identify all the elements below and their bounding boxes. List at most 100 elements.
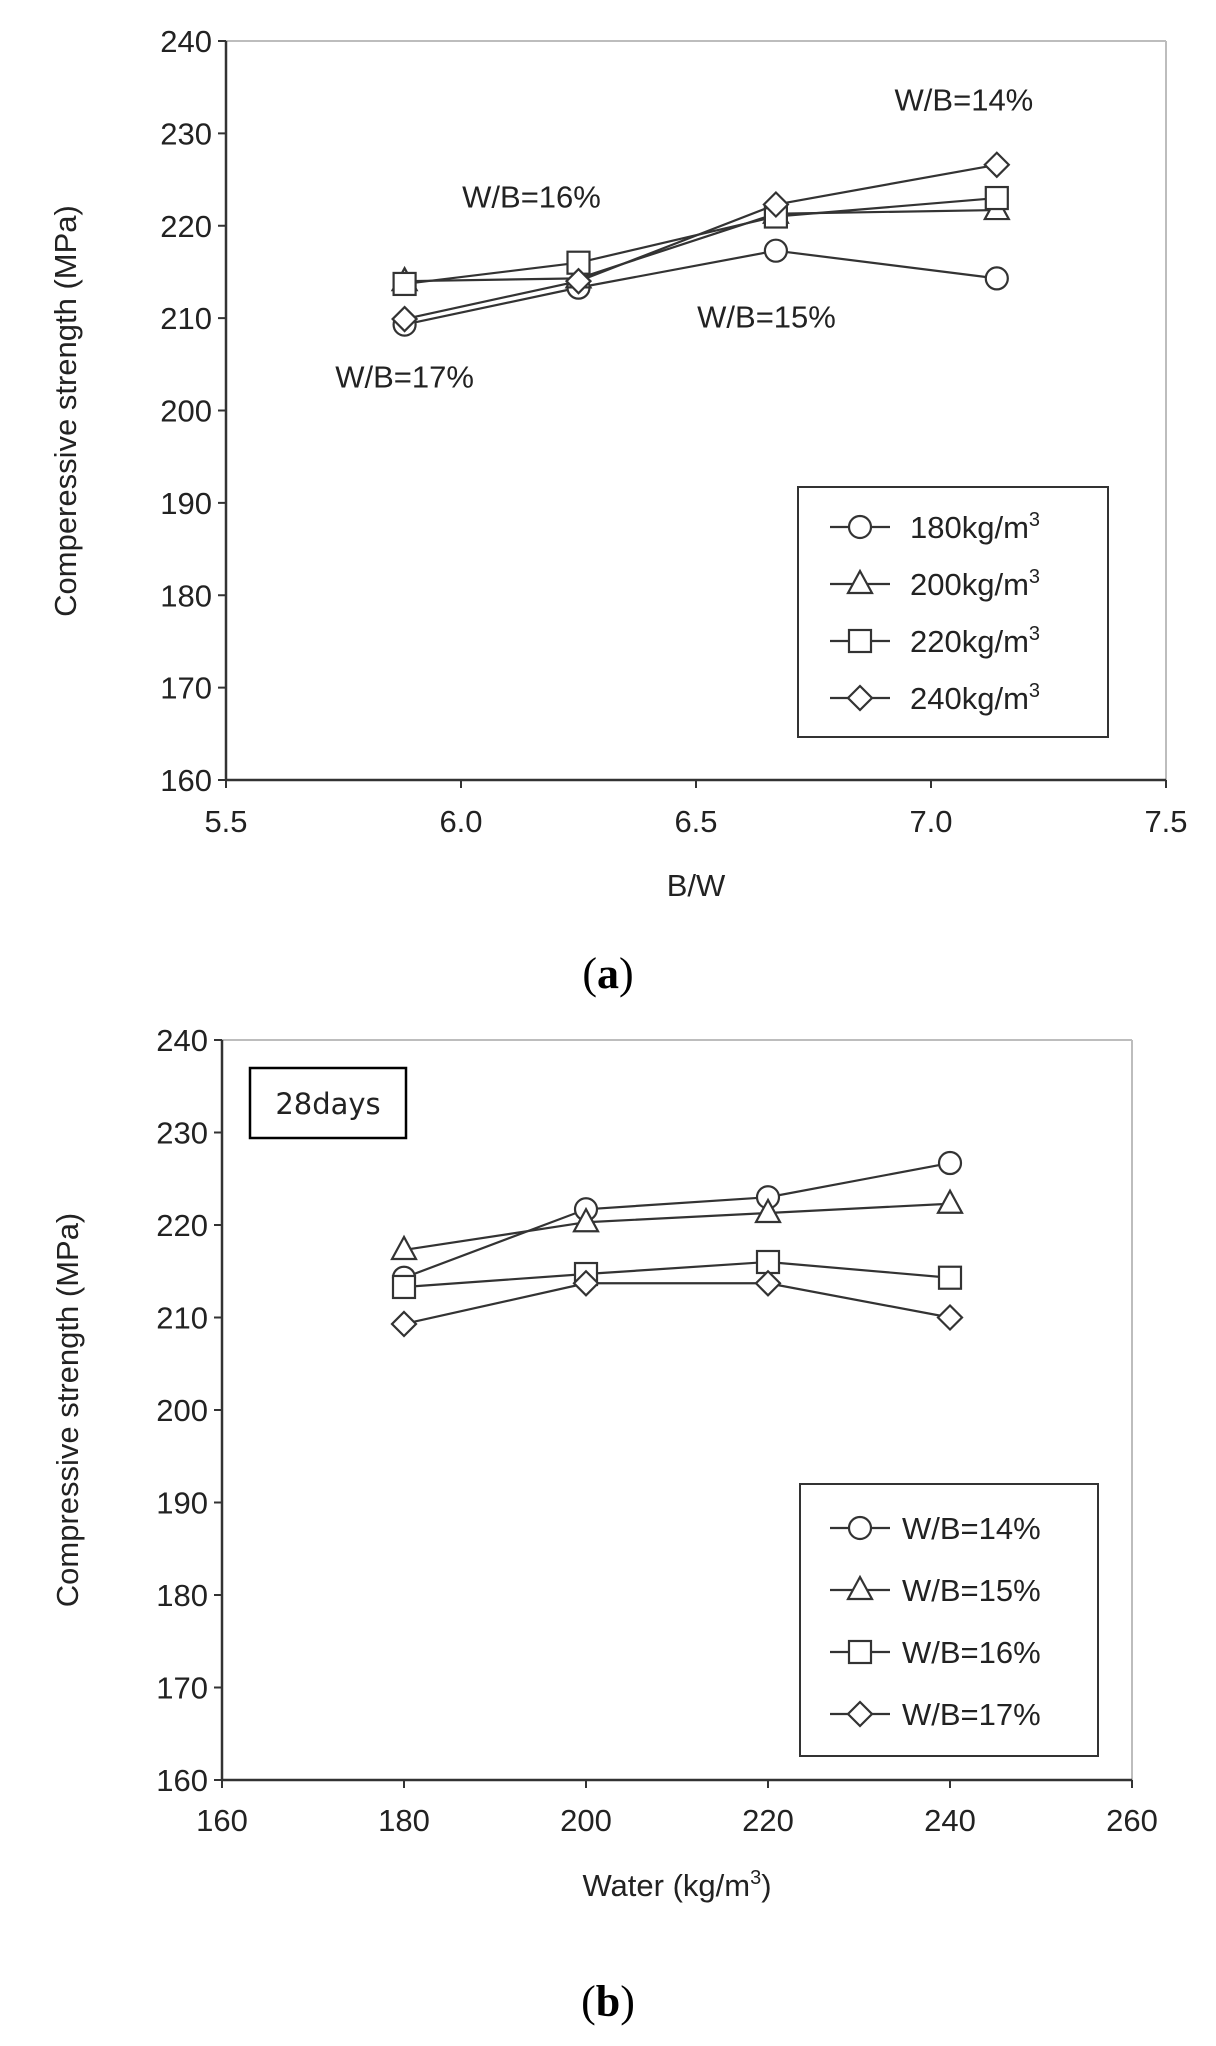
chart-a-series-3 [391,151,1011,333]
chart-a-series-2-point [984,185,1009,211]
chart-b-ytick-label: 240 [156,1023,208,1058]
chart-a-ytick-label: 180 [160,578,212,613]
chart-b-legend-label: W/B=14% [902,1511,1041,1546]
chart-a-caption-letter: a [597,949,619,998]
chart-b-textbox: 28days [248,1066,408,1140]
chart-a-xtick-label: 6.0 [439,804,482,839]
chart-b-series-2-point [755,1249,781,1275]
chart-a-series-0-point [763,238,789,263]
chart-a-legend-marker [846,684,874,712]
chart-a-series-3-line [404,163,997,321]
chart-b-y-ticks: 160 170 180 190 200 210 220 230 240 [156,1023,222,1798]
chart-a-series-0-point [984,266,1009,291]
chart-b-xtick-label: 240 [924,1803,976,1838]
chart-b-ytick-label: 220 [156,1208,208,1243]
chart-a-legend-label: 240kg/m3 [910,680,1040,716]
chart-b-xlabel-end: ) [761,1868,771,1903]
chart-b-legend-label: W/B=17% [902,1697,1041,1732]
chart-a-annotations: W/B=14% W/B=16% W/B=15% W/B=17% [335,82,1033,394]
chart-b-series-0-point [937,1150,963,1176]
chart-b: 160 170 180 190 200 210 220 230 240 160 180 200 220… [50,1023,1158,2026]
chart-b-legend-item: W/B=15% [830,1573,1041,1608]
chart-b-series-0-line [403,1161,951,1279]
chart-a-annotation: W/B=16% [462,179,601,214]
chart-b-xlabel-sup: 3 [750,1867,761,1889]
chart-b-ylabel: Compressive strength (MPa) [50,1213,85,1608]
chart-a-ytick-label: 240 [160,24,212,59]
chart-b-ytick-label: 160 [156,1763,208,1798]
chart-b-series-3 [390,1269,964,1338]
chart-a-legend-marker [847,514,873,540]
chart-b-legend-marker [846,1574,874,1601]
chart-a-series-0-line [404,249,997,326]
chart-a-legend-marker [847,628,873,654]
chart-a-legend-item: 180kg/m3 [830,509,1040,545]
chart-a-ytick-label: 190 [160,486,212,521]
chart-b-legend-item: W/B=16% [830,1635,1041,1670]
chart-b-xtick-label: 220 [742,1803,794,1838]
chart-a-caption: (a) [582,949,633,998]
chart-a-series-3-point [391,305,419,333]
chart-a-ytick-label: 170 [160,671,212,706]
chart-b-series-1-point [572,1206,600,1233]
chart-b-series [390,1150,964,1338]
chart-a-xtick-label: 6.5 [674,804,717,839]
chart-a-xtick-label: 5.5 [204,804,247,839]
chart-b-legend-item: W/B=14% [830,1511,1041,1546]
chart-b-textbox-label: 28days [275,1087,380,1121]
chart-a-x-ticks: 5.5 6.0 6.5 7.0 7.5 [204,780,1188,839]
chart-a-legend-marker [846,568,874,595]
chart-a-ytick-label: 220 [160,209,212,244]
chart-b-ytick-label: 210 [156,1301,208,1336]
chart-a-legend: 180kg/m3 200kg/m3 220kg/m3 240kg/m3 [797,486,1109,738]
chart-b-legend-items: W/B=14% W/B=15% W/B=16% W/B=17% [830,1511,1041,1732]
chart-a-y-ticks: 160 170 180 190 200 210 220 230 240 [160,24,226,798]
chart-b-series-1-point [936,1188,964,1214]
chart-a-ylabel: Comperessive strength (MPa) [48,205,83,617]
chart-a-series-2-line [404,196,997,286]
chart-b-series-2-point [391,1274,417,1300]
chart-b-xlabel: Water (kg/m3) [582,1867,771,1903]
chart-a-legend-item: 200kg/m3 [830,566,1040,602]
chart-a-ytick-label: 160 [160,763,212,798]
chart-b-series-2-point [937,1265,963,1290]
chart-a: 160 170 180 190 200 210 220 230 240 5.5 6.0 6.5 7.0… [48,24,1188,998]
chart-a-legend-label: 200kg/m3 [910,566,1040,602]
chart-a-legend-item: 220kg/m3 [830,623,1040,659]
chart-b-series-3-point [754,1269,782,1297]
chart-b-legend-label: W/B=15% [902,1573,1041,1608]
chart-a-ytick-label: 210 [160,301,212,336]
chart-a-series-2-point [392,271,417,297]
chart-b-xtick-label: 180 [378,1803,430,1838]
chart-a-annotation: W/B=17% [335,359,474,394]
chart-b-ytick-label: 170 [156,1671,208,1706]
chart-a-ytick-label: 200 [160,394,212,429]
chart-a-legend-label: 220kg/m3 [910,623,1040,659]
chart-a-legend-items: 180kg/m3 200kg/m3 220kg/m3 240kg/m3 [830,509,1040,716]
chart-b-caption: (b) [581,1977,635,2026]
chart-a-xtick-label: 7.5 [1144,804,1187,839]
chart-b-legend-marker [847,1515,873,1541]
chart-a-xlabel: B/W [667,868,726,903]
chart-a-annotation: W/B=14% [895,82,1034,117]
chart-b-series-3-point [390,1310,418,1338]
chart-b-series-1-line [403,1202,951,1252]
chart-a-annotation: W/B=15% [697,299,836,334]
chart-a-series-1-line [404,208,997,283]
chart-b-legend-marker [846,1700,874,1728]
chart-b-x-ticks: 160 180 200 220 240 260 [196,1780,1158,1838]
chart-b-legend-marker [847,1639,873,1665]
chart-b-legend: W/B=14% W/B=15% W/B=16% W/B=17% [799,1483,1099,1757]
chart-a-xtick-label: 7.0 [909,804,952,839]
chart-b-ytick-label: 200 [156,1393,208,1428]
chart-b-series-1 [390,1188,964,1261]
chart-a-legend-item: 240kg/m3 [830,680,1040,716]
chart-a-series-3-point [762,190,790,219]
chart-b-xlabel-text: Water (kg/m [582,1868,750,1903]
chart-b-ytick-label: 180 [156,1578,208,1613]
chart-a-series-3-point [564,267,593,295]
chart-b-caption-letter: b [596,1977,620,2026]
chart-b-xtick-label: 160 [196,1803,248,1838]
chart-b-series-3-point [936,1303,964,1332]
